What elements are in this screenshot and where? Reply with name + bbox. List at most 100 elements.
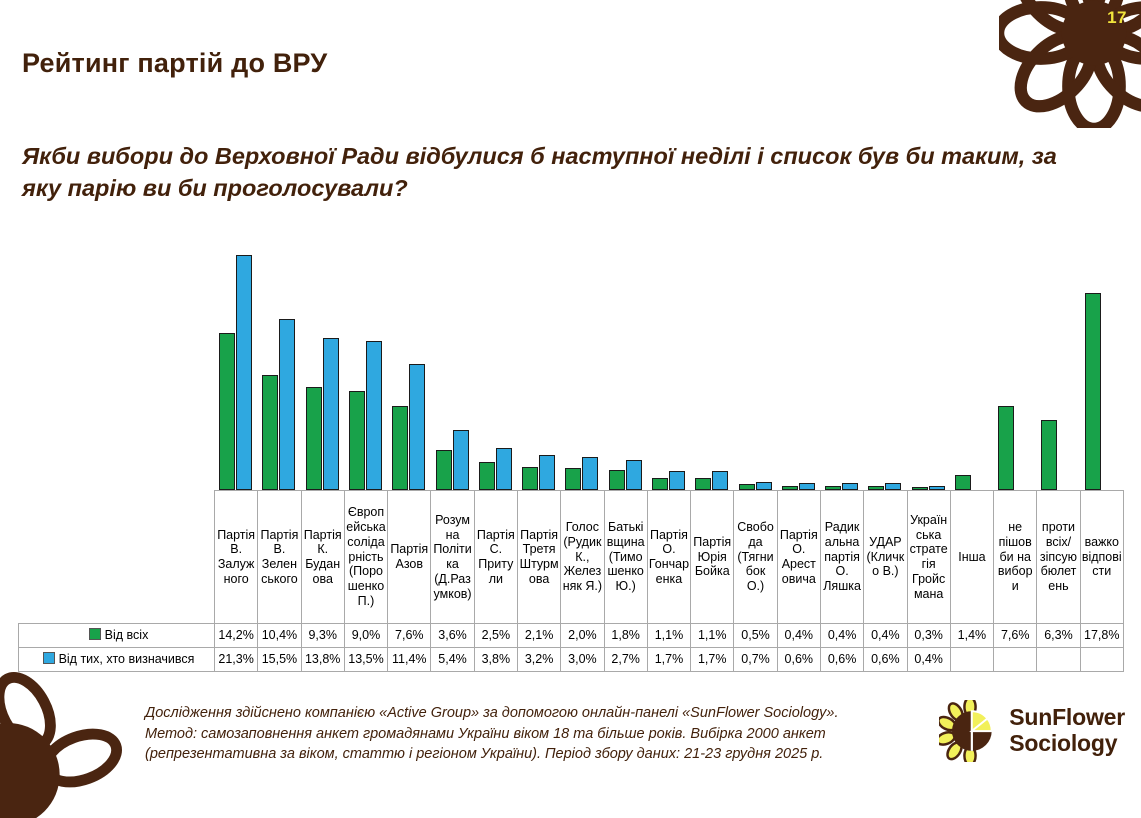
legend-swatch-blue [42,652,55,665]
chart-bar-від-тих,-хто-визначився [668,471,685,490]
chart-bar-від-всіх [392,406,409,490]
chart-bar-від-тих,-хто-визначився [236,254,253,490]
chart-category-group [820,247,863,490]
chart-category-group [1080,247,1123,490]
chart-category-group [733,247,776,490]
chart-category-group [474,247,517,490]
column-header-6: Партія С. Притули [473,490,518,624]
table-cell [949,647,995,672]
chart-bar-від-всіх [651,477,668,490]
legend-swatch-green [88,628,101,641]
chart-bar-від-всіх [219,333,236,490]
chart-category-group [777,247,820,490]
page-title: Рейтинг партій до ВРУ [22,48,328,78]
column-header-1: Партія В. Зеленського [257,490,302,624]
column-header-18: не пішов би на вибори [993,490,1038,624]
column-header-2: Партія К. Буданова [300,490,345,624]
chart-bar-від-всіх [825,485,842,490]
chart-bar-від-всіх [608,470,625,490]
table-cell [993,647,1038,672]
logo-text: SunFlower Sociology [1009,704,1125,757]
chart-bar-від-тих,-хто-визначився [539,454,556,490]
chart-bar-від-тих,-хто-визначився [582,456,599,490]
bar-chart [214,247,1123,490]
table-cell: 0,4% [863,623,908,648]
table-cell: 0,5% [733,623,778,648]
table-cell: 3,8% [473,647,518,672]
column-header-14: Радикальна партія О. Ляшка [819,490,865,624]
chart-category-group [344,247,387,490]
table-cell: 21,3% [213,647,259,672]
chart-category-group [647,247,690,490]
chart-bar-від-всіх [478,462,495,490]
chart-bar-від-всіх [435,450,452,490]
chart-category-group [387,247,430,490]
chart-bar-від-тих,-хто-визначився [842,483,859,490]
table-cell: 13,8% [300,647,345,672]
column-header-0: Партія В. Залужного [213,490,259,624]
table-cell: 3,2% [516,647,562,672]
table-cell: 1,8% [603,623,648,648]
column-header-16: Українська стратегія Гройсмана [906,490,951,624]
data-table: Партія В. Залужного Партія В. Зеленського… [18,490,1124,672]
chart-bar-від-тих,-хто-визначився [279,318,296,490]
table-cell: 2,7% [603,647,648,672]
table-cell [1036,647,1081,672]
column-header-3: Європейська солідарність (Порошенко П.) [343,490,389,624]
logo-line-2: Sociology [1009,730,1118,756]
chart-bar-від-тих,-хто-визначився [409,364,426,490]
chart-category-group [950,247,993,490]
chart-bar-від-всіх [1041,420,1058,490]
table-cell: 6,3% [1036,623,1081,648]
table-cell: 11,4% [387,647,432,672]
chart-bar-від-всіх [868,485,885,490]
table-cell: 14,2% [213,623,259,648]
table-cell: 0,4% [819,623,865,648]
table-cell: 7,6% [387,623,432,648]
table-cell: 3,0% [560,647,605,672]
legend-text-all: Від всіх [104,628,149,643]
chart-category-group [1036,247,1079,490]
chart-category-group [604,247,647,490]
flower-icon-bottom-left [0,671,122,818]
chart-plot-area [214,247,1123,490]
chart-bar-від-всіх [565,467,582,490]
sunflower-sociology-logo: SunFlower Sociology [939,700,1125,762]
chart-bar-від-всіх [262,375,279,490]
chart-bar-від-тих,-хто-визначився [798,483,815,490]
legend-label-decided: Від тих, хто визначився [18,647,215,672]
table-cell: 17,8% [1079,623,1124,648]
table-corner-cell [18,490,215,624]
column-header-4: Партія Азов [387,490,432,624]
methodology-footnote: Дослідження здійснено компанією «Active … [145,705,839,763]
chart-category-group [257,247,300,490]
chart-bar-від-всіх [738,484,755,490]
column-header-15: УДАР (Кличко В.) [863,490,908,624]
chart-bar-від-тих,-хто-визначився [885,483,902,490]
chart-bar-від-всіх [911,486,928,490]
column-header-19: проти всіх/зіпсую бюлетень [1036,490,1081,624]
chart-bar-від-всіх [954,474,971,490]
chart-category-group [430,247,473,490]
table-cell: 1,1% [646,623,692,648]
chart-category-group [214,247,257,490]
table-cell: 2,0% [560,623,605,648]
chart-bar-від-всіх [695,477,712,490]
chart-category-group [863,247,906,490]
table-cell: 9,3% [300,623,345,648]
table-cell: 15,5% [257,647,302,672]
chart-bar-від-тих,-хто-визначився [712,471,729,490]
chart-bar-від-тих,-хто-визначився [452,430,469,490]
chart-bar-від-всіх [305,387,322,490]
chart-bar-від-всіх [348,390,365,490]
column-header-11: Партія Юрія Бойка [690,490,735,624]
chart-category-group [517,247,560,490]
table-cell: 0,6% [776,647,821,672]
column-header-13: Партія О. Арестовича [776,490,821,624]
chart-bar-від-тих,-хто-визначився [755,482,772,490]
column-header-8: Голос (Рудик К., Железняк Я.) [560,490,605,624]
table-cell: 0,7% [733,647,778,672]
column-header-5: Розумна Політика (Д.Разумков) [430,490,475,624]
table-cell: 7,6% [993,623,1038,648]
table-cell: 1,7% [646,647,692,672]
